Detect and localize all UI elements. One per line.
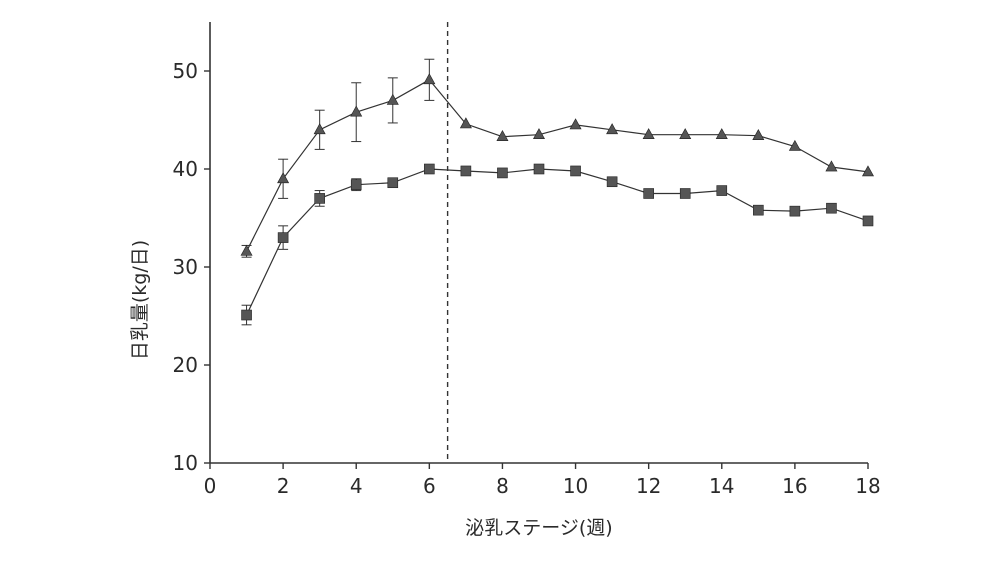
series-2 — [241, 163, 874, 326]
square-point — [679, 188, 691, 199]
square-point — [314, 193, 325, 204]
square-point — [826, 202, 837, 214]
series-layer — [240, 58, 875, 326]
square-point — [387, 177, 399, 189]
square-point — [277, 232, 289, 243]
y-tick-label: 10 — [173, 451, 198, 475]
triangle-point — [642, 128, 655, 139]
square-point — [716, 185, 728, 196]
x-tick-label: 12 — [636, 474, 661, 498]
triangle-point — [423, 73, 436, 85]
y-tick-label: 20 — [173, 353, 198, 377]
square-point — [350, 179, 362, 190]
square-point — [753, 204, 764, 216]
x-tick-label: 14 — [709, 474, 734, 498]
x-tick-label: 0 — [204, 474, 217, 498]
triangle-point — [240, 244, 253, 256]
x-tick-label: 4 — [350, 474, 363, 498]
triangle-point — [715, 128, 728, 139]
x-tick-label: 10 — [563, 474, 588, 498]
triangle-point — [752, 129, 765, 140]
x-tick-label: 2 — [277, 474, 290, 498]
triangle-point — [532, 128, 546, 139]
x-tick-label: 8 — [496, 474, 509, 498]
triangle-point — [825, 160, 838, 172]
square-point — [533, 163, 545, 175]
triangle-point — [861, 165, 875, 177]
triangle-point — [277, 172, 290, 184]
triangle-point — [386, 93, 399, 105]
square-point — [424, 163, 435, 175]
triangle-point — [459, 117, 472, 129]
square-point — [862, 215, 874, 227]
x-tick-label: 18 — [855, 474, 880, 498]
y-tick-label: 40 — [173, 157, 198, 181]
square-point — [460, 165, 472, 177]
triangle-point — [788, 139, 801, 151]
square-point — [241, 309, 252, 321]
square-point — [497, 167, 508, 179]
y-tick-label: 50 — [173, 59, 198, 83]
x-axis-title: 泌乳ステージ(週) — [465, 517, 612, 539]
square-point — [643, 188, 654, 199]
square-point — [606, 176, 618, 188]
series-line — [246, 168, 869, 316]
series-1 — [240, 58, 875, 258]
triangle-point — [313, 123, 326, 135]
square-point — [570, 165, 581, 177]
triangle-point — [350, 105, 363, 117]
y-ticks: 10 20 30 40 50 — [173, 59, 210, 475]
triangle-point — [569, 118, 582, 130]
y-tick-label: 30 — [173, 255, 198, 279]
axes — [209, 22, 868, 464]
triangle-point — [496, 130, 509, 141]
square-point — [789, 205, 801, 217]
series-line — [246, 79, 869, 252]
triangle-point — [606, 123, 619, 135]
triangle-point — [679, 128, 692, 139]
x-tick-label: 6 — [423, 474, 436, 498]
x-tick-label: 16 — [782, 474, 807, 498]
x-ticks: 0 2 4 6 8 10 12 14 16 18 — [204, 463, 881, 498]
y-axis-title: 日乳量(kg/日) — [129, 240, 151, 360]
